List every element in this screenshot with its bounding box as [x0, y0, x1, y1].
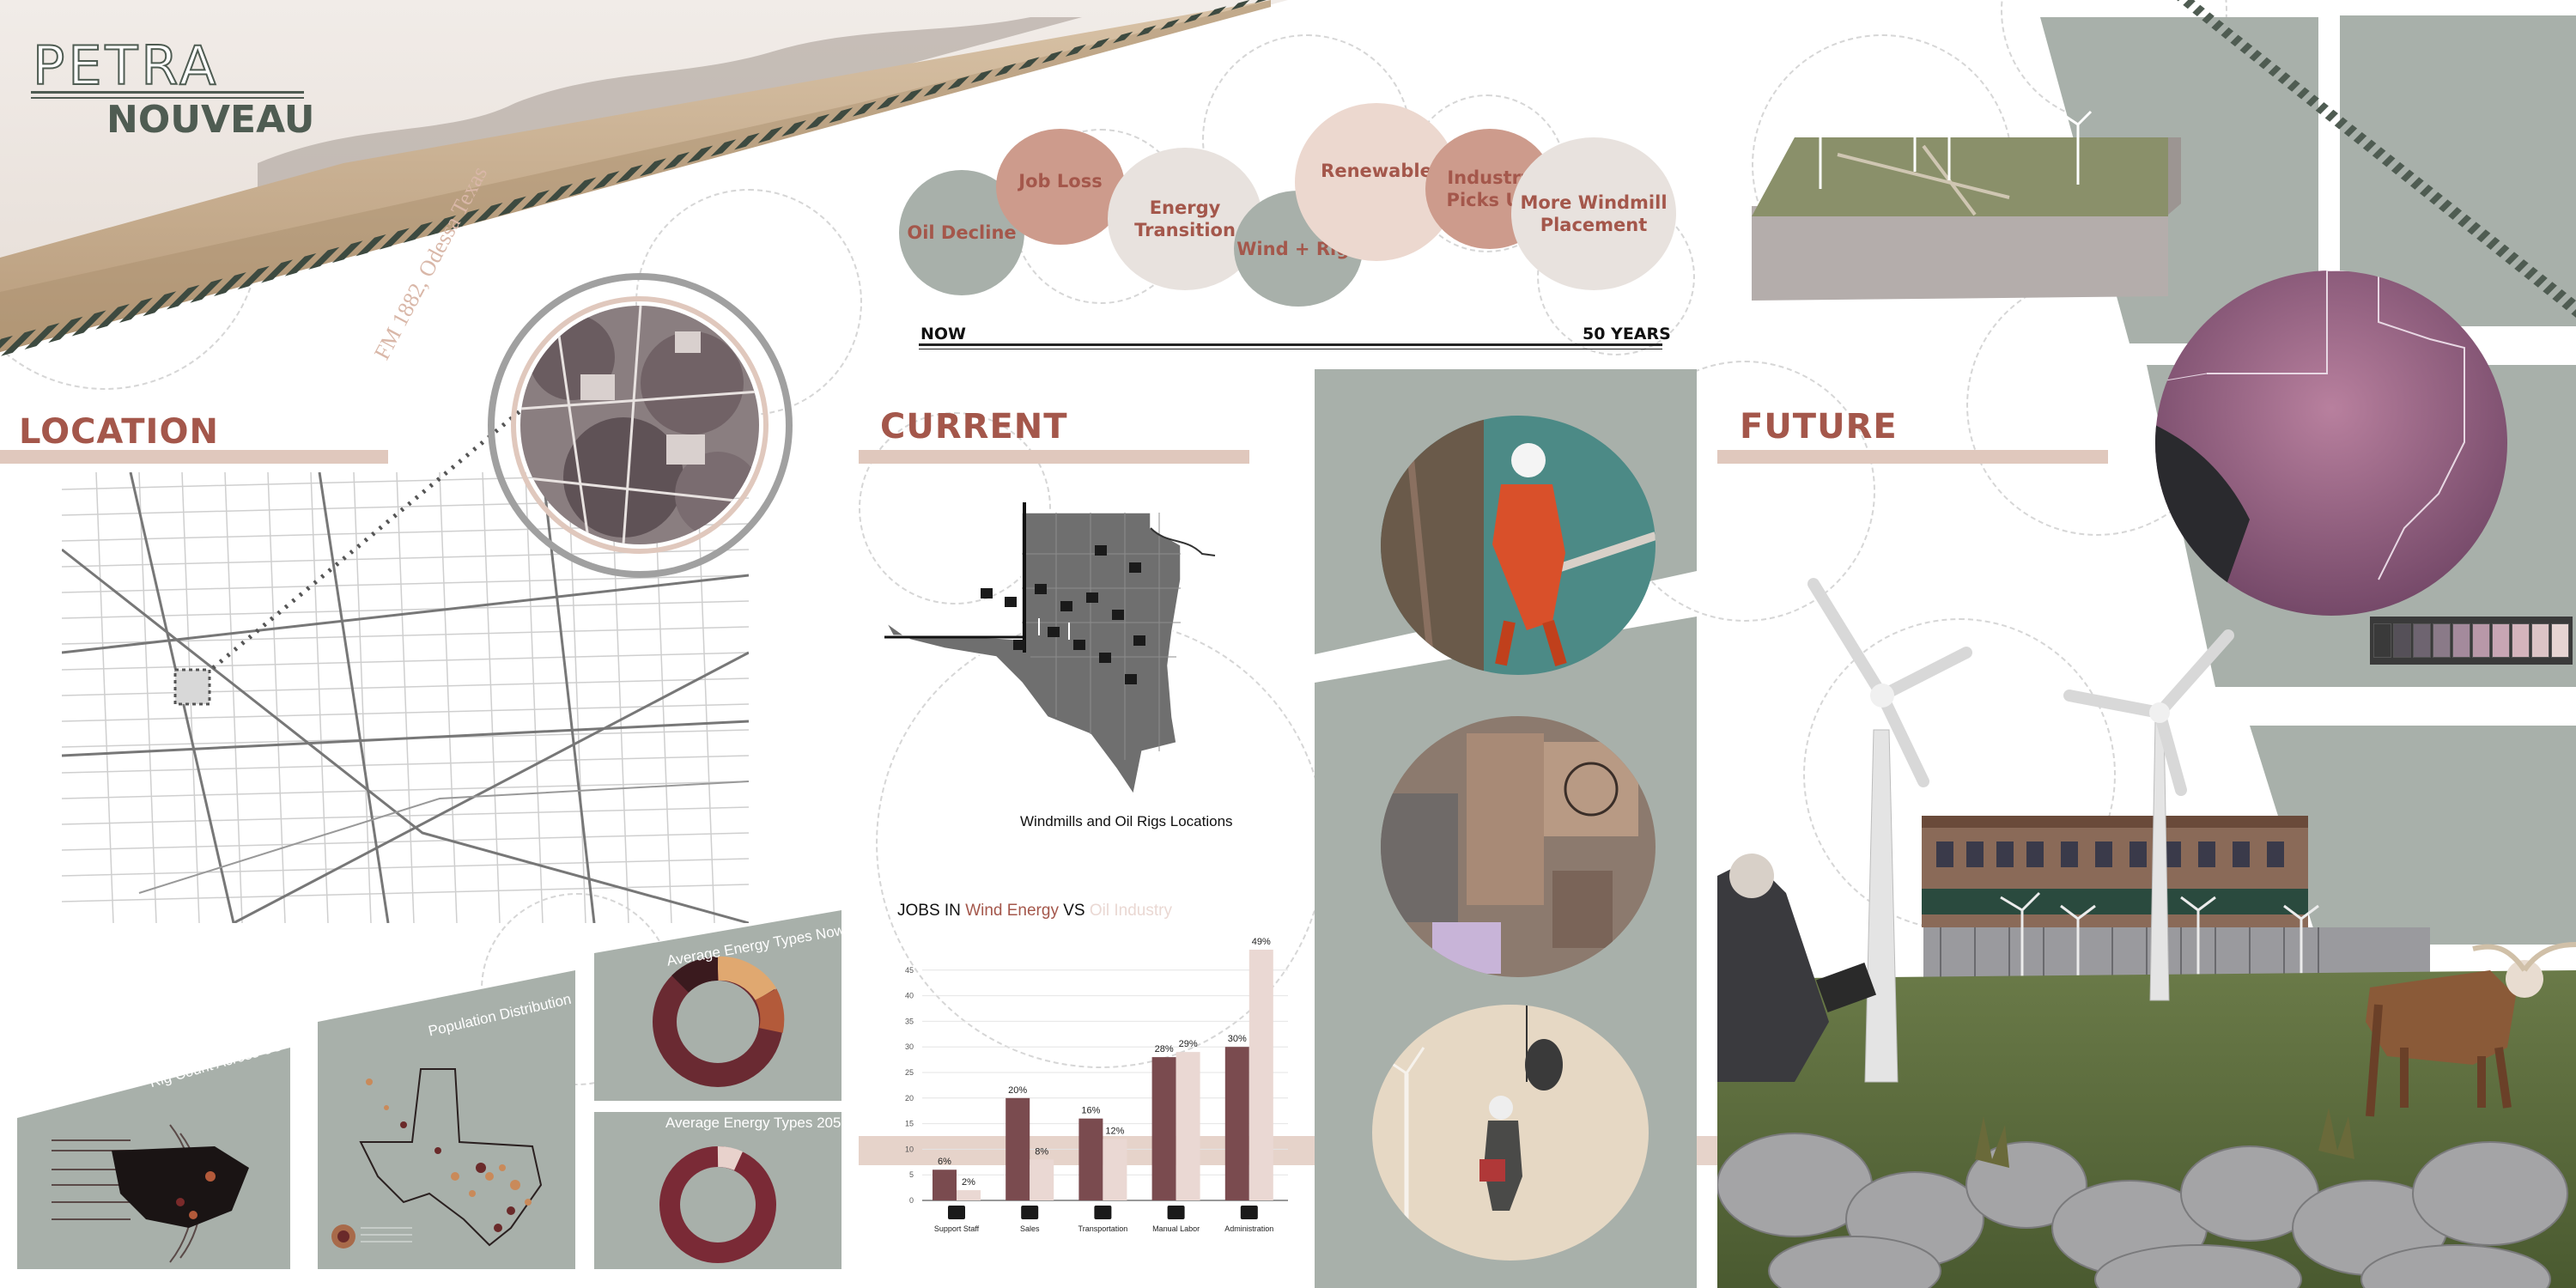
terrain-block — [1752, 97, 2181, 301]
category-icon — [1167, 1206, 1185, 1219]
color-swatch — [2531, 623, 2549, 658]
decor-circle — [859, 412, 1051, 605]
category-label: Support Staff — [934, 1224, 980, 1233]
y-tick-label: 5 — [909, 1170, 914, 1179]
data-label: 16% — [1081, 1106, 1100, 1116]
location-title-bar — [0, 450, 388, 464]
color-swatch — [2452, 623, 2470, 658]
population-panel — [318, 970, 575, 1269]
jobs-title-prefix: JOBS IN — [897, 902, 961, 920]
timeline-axis — [919, 343, 1662, 346]
y-tick-label: 30 — [905, 1042, 914, 1051]
data-label: 6% — [938, 1157, 951, 1167]
jobs-chart: 0 5 10 15 20 25 30 35 40 45 6% 2% Support Staff 20% 8%… — [905, 937, 1288, 1233]
category-label: Manual Labor — [1152, 1224, 1200, 1233]
jobs-title-vs: VS — [1063, 902, 1085, 920]
y-tick-label: 35 — [905, 1017, 914, 1025]
industry-collage-photo — [1381, 716, 1656, 977]
future-title: FUTURE — [1740, 407, 1898, 447]
aerial-circle-frame — [488, 273, 793, 578]
energy-2050-title: Average Energy Types 2050 — [665, 1115, 849, 1131]
color-swatch — [2433, 623, 2451, 658]
texas-relief-circle — [2155, 270, 2507, 616]
energy-now-panel — [594, 910, 841, 1101]
bar-wind — [1078, 1118, 1103, 1200]
color-swatch — [2393, 623, 2411, 658]
color-swatch — [2512, 623, 2530, 658]
texas-rigs-map — [884, 502, 1216, 796]
y-tick-label: 20 — [905, 1094, 914, 1103]
bar-wind — [1005, 1097, 1030, 1200]
aerial-circle-ring — [511, 296, 769, 554]
jobs-chart-title: JOBS IN Wind Energy VS Oil Industry — [897, 902, 1172, 920]
desert-banner — [0, 0, 1288, 356]
data-label: 2% — [962, 1177, 975, 1188]
data-label: 49% — [1252, 937, 1271, 947]
y-tick-label: 0 — [909, 1196, 914, 1205]
bar-oil — [1030, 1159, 1054, 1200]
y-tick-label: 15 — [905, 1120, 914, 1128]
timeline-bubble: More Windmill Placement — [1511, 137, 1676, 290]
category-label: Administration — [1224, 1224, 1273, 1233]
energy-2050-panel — [594, 1112, 841, 1269]
y-tick-label: 25 — [905, 1068, 914, 1077]
street-map — [62, 472, 749, 923]
category-icon — [948, 1206, 965, 1219]
current-title: CURRENT — [880, 407, 1068, 447]
category-icon — [1240, 1206, 1258, 1219]
color-swatch — [2413, 623, 2431, 658]
category-label: Transportation — [1078, 1224, 1128, 1233]
bar-wind — [1224, 1047, 1249, 1200]
data-label: 8% — [1035, 1146, 1048, 1157]
data-label: 30% — [1228, 1034, 1247, 1044]
current-title-bar — [859, 450, 1249, 464]
aerial-photo — [520, 306, 759, 544]
category-icon — [1094, 1206, 1112, 1219]
color-swatch — [2373, 623, 2391, 658]
category-label: Sales — [1020, 1224, 1040, 1233]
data-label: 12% — [1105, 1126, 1124, 1136]
location-leader-line — [211, 385, 551, 670]
texas-map-caption: Windmills and Oil Rigs Locations — [1020, 813, 1233, 829]
brand-rule — [31, 91, 304, 94]
timeline-end-label: 50 YEARS — [1583, 325, 1671, 343]
offshore-worker-photo — [1381, 416, 1656, 675]
bar-wind — [933, 1170, 957, 1200]
rig-count-panel — [17, 1048, 290, 1269]
jobs-title-oil: Oil Industry — [1089, 902, 1172, 920]
color-swatch — [2551, 623, 2569, 658]
bar-oil — [1249, 949, 1273, 1200]
bar-oil — [957, 1190, 981, 1200]
timeline-start-label: NOW — [920, 325, 967, 343]
data-label: 29% — [1179, 1039, 1198, 1049]
y-tick-label: 45 — [905, 966, 914, 975]
bar-oil — [1103, 1139, 1127, 1200]
color-swatch — [2472, 623, 2490, 658]
brand-title-line2: NOUVEAU — [106, 98, 315, 142]
bar-oil — [1176, 1052, 1200, 1200]
turbine-technician-photo — [1372, 1005, 1649, 1261]
category-icon — [1021, 1206, 1039, 1219]
y-tick-label: 40 — [905, 992, 914, 1000]
bar-wind — [1151, 1057, 1176, 1200]
timeline-bubble: Job Loss — [996, 129, 1125, 245]
color-swatch-strip — [2370, 617, 2573, 665]
jobs-title-wind: Wind Energy — [965, 902, 1059, 920]
color-swatch — [2492, 623, 2510, 658]
future-town-scene — [1717, 578, 2576, 1288]
brand-rule — [31, 97, 304, 99]
y-tick-label: 10 — [905, 1145, 914, 1153]
location-title: LOCATION — [19, 412, 219, 452]
future-title-bar — [1717, 450, 2108, 464]
brand-title-line1: PETRA — [32, 33, 220, 98]
data-label: 20% — [1008, 1085, 1027, 1096]
data-label: 28% — [1155, 1044, 1174, 1054]
